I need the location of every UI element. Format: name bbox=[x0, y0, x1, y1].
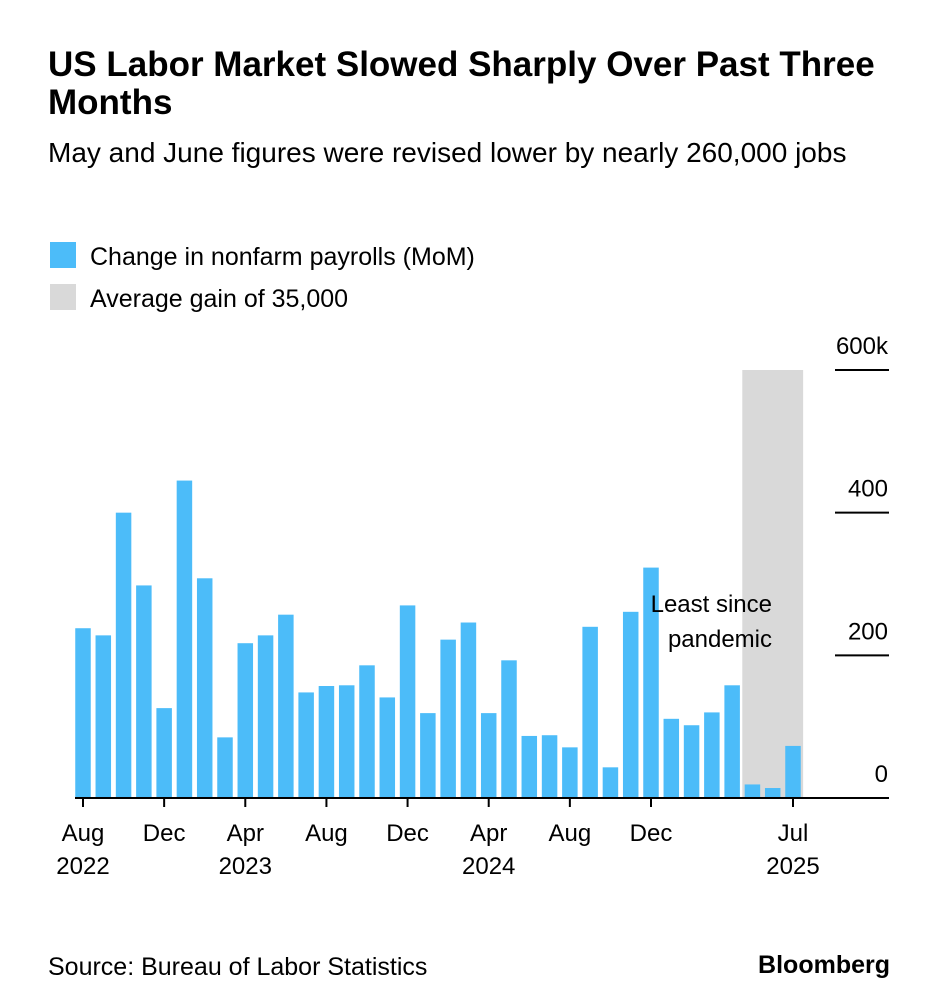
bar bbox=[643, 567, 659, 798]
bar bbox=[359, 665, 375, 798]
bar bbox=[338, 685, 355, 798]
x-tick-label: Apr bbox=[227, 820, 264, 847]
bar bbox=[541, 735, 558, 798]
bar bbox=[480, 713, 497, 798]
bar bbox=[602, 767, 619, 798]
x-tick-year: 2022 bbox=[56, 853, 109, 880]
bar bbox=[75, 628, 91, 798]
bar bbox=[622, 611, 639, 798]
bar bbox=[379, 697, 396, 798]
source: Source: Bureau of Labor Statistics bbox=[48, 953, 427, 981]
y-tick-label: 0 bbox=[875, 761, 888, 788]
bar bbox=[298, 692, 314, 798]
chart-title: US Labor Market Slowed Sharply Over Past… bbox=[48, 45, 875, 122]
annotation: pandemic bbox=[668, 626, 772, 653]
bar bbox=[724, 685, 740, 798]
legend-swatch bbox=[50, 242, 76, 268]
x-tick-label: Apr bbox=[470, 820, 507, 847]
bar bbox=[95, 635, 112, 798]
bar bbox=[744, 784, 761, 798]
bar bbox=[156, 708, 172, 798]
x-tick-year: 2024 bbox=[462, 853, 515, 880]
bar bbox=[764, 788, 781, 798]
bar bbox=[521, 735, 538, 798]
bar bbox=[683, 725, 700, 798]
bar bbox=[440, 639, 456, 798]
legend-label: Average gain of 35,000 bbox=[90, 285, 348, 313]
bar bbox=[136, 585, 152, 798]
x-tick-label: Aug bbox=[62, 820, 105, 847]
bar bbox=[237, 643, 254, 798]
x-tick-year: 2023 bbox=[219, 853, 272, 880]
bar bbox=[704, 712, 720, 798]
bar bbox=[318, 686, 335, 798]
x-tick-label: Dec bbox=[630, 820, 673, 847]
legend-label: Change in nonfarm payrolls (MoM) bbox=[90, 243, 475, 271]
bar bbox=[501, 660, 517, 798]
x-tick-label: Dec bbox=[143, 820, 186, 847]
y-tick-label: 400 bbox=[848, 476, 888, 503]
bar bbox=[785, 745, 801, 798]
bar bbox=[582, 626, 598, 798]
bar bbox=[278, 614, 294, 798]
brand: Bloomberg bbox=[758, 951, 890, 979]
bar bbox=[460, 622, 477, 798]
x-tick-label: Aug bbox=[305, 820, 348, 847]
y-tick-label: 200 bbox=[848, 618, 888, 645]
legend-swatch bbox=[50, 284, 76, 310]
bar bbox=[420, 713, 436, 798]
x-tick-label: Dec bbox=[386, 820, 429, 847]
bar bbox=[663, 718, 680, 798]
x-tick-label: Jul bbox=[778, 820, 809, 847]
bar bbox=[115, 512, 132, 798]
bar bbox=[562, 747, 578, 798]
bar bbox=[257, 635, 274, 798]
x-tick-year: 2025 bbox=[766, 853, 819, 880]
bar bbox=[399, 605, 416, 798]
bar bbox=[217, 737, 233, 798]
x-tick-label: Aug bbox=[549, 820, 592, 847]
annotation: Least since bbox=[651, 591, 772, 618]
chart-subtitle: May and June figures were revised lower … bbox=[48, 137, 846, 168]
highlight-band bbox=[742, 370, 804, 798]
bar bbox=[196, 578, 213, 798]
bar bbox=[176, 480, 193, 798]
y-tick-label: 600k bbox=[836, 333, 889, 360]
